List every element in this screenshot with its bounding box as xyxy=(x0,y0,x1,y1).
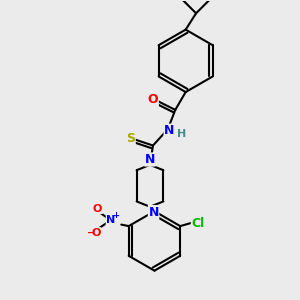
Text: N: N xyxy=(106,215,116,225)
Text: O: O xyxy=(93,204,102,214)
Text: N: N xyxy=(148,206,159,219)
Text: O: O xyxy=(148,93,158,106)
Text: +: + xyxy=(112,211,119,220)
Text: H: H xyxy=(177,129,186,139)
Text: S: S xyxy=(126,132,135,145)
Text: N: N xyxy=(145,153,155,166)
Text: −: − xyxy=(87,228,95,238)
Text: O: O xyxy=(91,228,101,238)
Text: Cl: Cl xyxy=(191,217,205,230)
Text: N: N xyxy=(164,124,175,137)
